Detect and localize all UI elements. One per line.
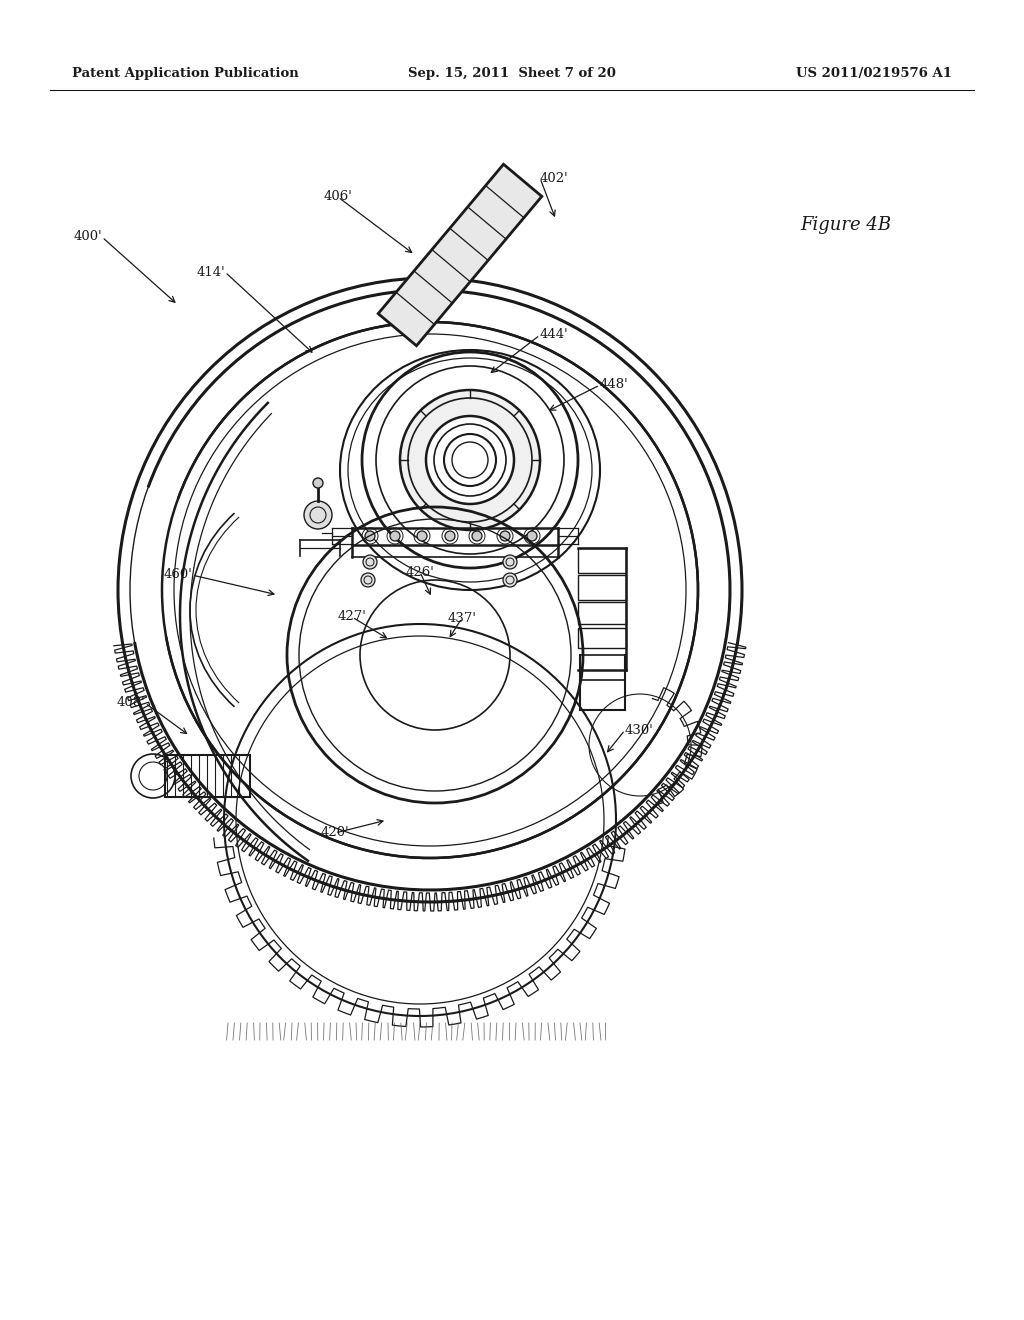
Circle shape <box>500 531 510 541</box>
Text: Sep. 15, 2011  Sheet 7 of 20: Sep. 15, 2011 Sheet 7 of 20 <box>408 67 616 81</box>
Circle shape <box>304 502 332 529</box>
Text: 444': 444' <box>540 329 568 342</box>
Bar <box>165 755 250 797</box>
Bar <box>578 576 626 601</box>
Circle shape <box>444 434 496 486</box>
Circle shape <box>426 416 514 504</box>
Circle shape <box>503 573 517 587</box>
Text: 414': 414' <box>197 265 225 279</box>
Text: 402': 402' <box>540 172 568 185</box>
Text: 420': 420' <box>321 826 349 840</box>
Polygon shape <box>378 164 542 346</box>
Bar <box>578 628 626 648</box>
Circle shape <box>527 531 537 541</box>
Text: 408': 408' <box>117 697 145 710</box>
Circle shape <box>365 531 375 541</box>
Circle shape <box>313 478 323 488</box>
Text: Figure 4B: Figure 4B <box>800 216 891 234</box>
Text: 400': 400' <box>74 231 102 243</box>
Text: 448': 448' <box>600 379 629 392</box>
Bar <box>578 548 626 573</box>
Bar <box>578 602 626 624</box>
Circle shape <box>400 389 540 531</box>
Circle shape <box>503 554 517 569</box>
Text: 437': 437' <box>447 611 476 624</box>
Text: 430': 430' <box>625 723 654 737</box>
Text: 406': 406' <box>324 190 352 203</box>
Text: 427': 427' <box>338 610 367 623</box>
Circle shape <box>417 531 427 541</box>
Circle shape <box>472 531 482 541</box>
Circle shape <box>390 531 400 541</box>
Text: 426': 426' <box>406 565 434 578</box>
Text: 460': 460' <box>163 569 193 582</box>
Circle shape <box>445 531 455 541</box>
Circle shape <box>361 573 375 587</box>
Text: Patent Application Publication: Patent Application Publication <box>72 67 299 81</box>
Text: US 2011/0219576 A1: US 2011/0219576 A1 <box>796 67 952 81</box>
Circle shape <box>362 554 377 569</box>
